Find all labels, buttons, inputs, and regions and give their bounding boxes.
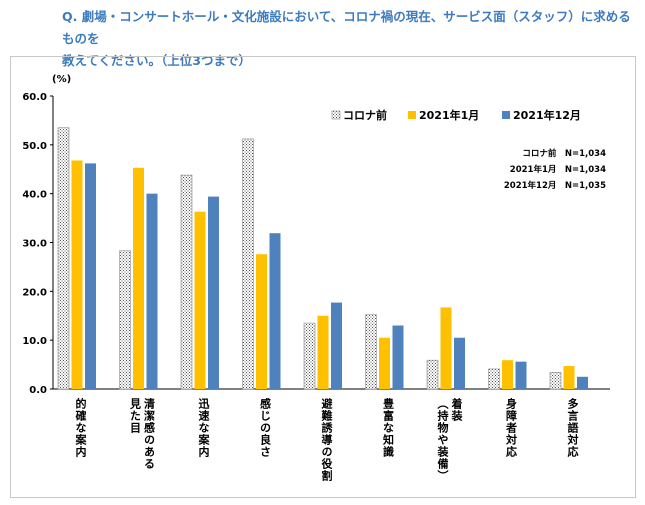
bar-2021年1月-7	[502, 360, 513, 389]
x-category-label-line: 迅速な案内	[197, 398, 210, 458]
bar-コロナ前-1	[119, 250, 131, 390]
y-tick-label: 60.0	[22, 92, 47, 103]
chart-frame	[10, 56, 636, 498]
bar-2021年1月-0	[71, 160, 83, 389]
bar-2021年12月-4	[331, 302, 342, 389]
x-category-label: 身障者対応	[504, 398, 518, 458]
x-category-label-line: （持物や装備）	[436, 398, 449, 482]
question-line-1: Q. 劇場・コンサートホール・文化施設において、コロナ禍の現在、サービス面（スタ…	[62, 9, 631, 46]
y-axis-unit-label: (%)	[52, 74, 71, 85]
x-category-label: 感じの良さ	[258, 398, 272, 458]
x-category-label-line: 清潔感のある	[142, 398, 156, 470]
bar-2021年1月-6	[440, 307, 452, 389]
x-category-label-line: 見た目	[128, 398, 142, 434]
legend-label: 2021年1月	[419, 108, 479, 122]
x-category-label: 迅速な案内	[196, 398, 210, 458]
y-tick-label: 50.0	[22, 141, 47, 152]
bar-コロナ前-4	[303, 322, 316, 390]
bar-2021年1月-8	[563, 366, 575, 389]
bar-2021年1月-5	[379, 337, 390, 389]
bar-コロナ前-3	[242, 138, 254, 390]
sample-size-note: コロナ前 N=1,034	[522, 148, 606, 159]
y-tick-label: 20.0	[22, 287, 47, 298]
x-category-label-line: 感じの良さ	[258, 398, 272, 458]
legend-label: 2021年12月	[513, 108, 581, 122]
x-category-label-line: 多言語対応	[566, 398, 579, 458]
legend-swatch	[502, 111, 510, 119]
legend-swatch	[408, 111, 416, 119]
legend-swatch	[331, 110, 341, 120]
bar-2021年1月-3	[256, 254, 267, 389]
bar-2021年12月-5	[392, 325, 404, 389]
sample-size-note: 2021年12月 N=1,035	[504, 180, 606, 191]
x-category-label-line: 着装	[450, 398, 463, 422]
legend-label: コロナ前	[343, 108, 387, 122]
x-category-label: 多言語対応	[565, 398, 579, 458]
bar-2021年1月-4	[317, 315, 329, 389]
bar-コロナ前-6	[426, 359, 439, 390]
x-category-label-line: 豊富な知識	[381, 398, 395, 458]
bar-2021年1月-1	[133, 167, 144, 389]
bar-2021年12月-6	[454, 337, 465, 389]
bar-コロナ前-8	[549, 372, 562, 390]
y-tick-label: 10.0	[22, 336, 47, 347]
bar-2021年12月-8	[577, 376, 588, 389]
bar-2021年12月-7	[515, 361, 527, 389]
bar-2021年1月-2	[194, 211, 206, 389]
bar-2021年12月-1	[146, 193, 158, 389]
x-category-label-line: 身障者対応	[504, 398, 518, 458]
bar-2021年12月-2	[208, 196, 219, 389]
y-tick-label: 0.0	[29, 385, 47, 396]
y-tick-label: 40.0	[22, 190, 47, 201]
x-category-label: 豊富な知識	[381, 398, 395, 458]
x-category-label: 的確な案内	[73, 398, 87, 458]
bar-2021年12月-0	[85, 163, 96, 389]
y-tick-label: 30.0	[22, 239, 47, 250]
bar-コロナ前-5	[365, 314, 377, 390]
x-category-label-line: 避難誘導の役割	[320, 398, 333, 482]
x-category-label: 避難誘導の役割	[319, 398, 333, 482]
x-category-label: 着装 （持物や装備）	[435, 398, 463, 482]
bar-2021年12月-3	[269, 233, 281, 389]
x-category-label-line: 的確な案内	[74, 398, 87, 458]
sample-size-note: 2021年1月 N=1,034	[510, 164, 606, 175]
bar-コロナ前-2	[180, 174, 193, 390]
x-category-label: 清潔感のある 見た目	[128, 398, 156, 470]
bar-コロナ前-0	[57, 127, 70, 390]
bar-コロナ前-7	[488, 368, 500, 390]
